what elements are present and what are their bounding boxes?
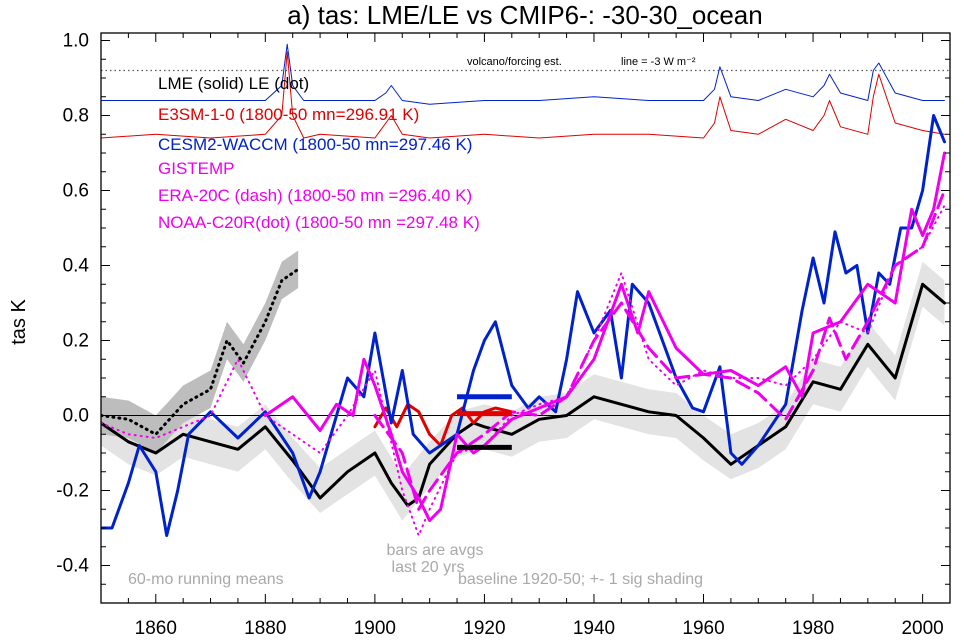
legend-entry: GISTEMP <box>158 159 235 178</box>
y-tick-label: 0.6 <box>63 181 89 202</box>
bars-note-line1: bars are avgs <box>387 542 484 559</box>
x-tick-label: 1980 <box>792 618 834 639</box>
legend-entry: ERA-20C (dash) (1800-50 mn =296.40 K) <box>158 186 472 205</box>
chart-title: a) tas: LME/LE vs CMIP6-: -30-30_ocean <box>287 0 762 30</box>
legend-entry: LME (solid) LE (dot) <box>158 74 309 93</box>
legend-entry: CESM2-WACCM (1800-50 mn=297.46 K) <box>158 135 472 154</box>
x-tick-label: 1920 <box>463 618 505 639</box>
baseline-note: baseline 1920-50; +- 1 sig shading <box>458 571 703 588</box>
y-tick-label: 0.8 <box>63 106 89 127</box>
y-tick-label: -0.2 <box>56 481 89 502</box>
shading-band-le <box>101 250 299 453</box>
y-tick-label: 1.0 <box>63 31 89 52</box>
x-tick-label: 1860 <box>135 618 177 639</box>
reference-lines <box>101 69 950 416</box>
shading-layer <box>101 250 945 521</box>
bars-note-line2: last 20 yrs <box>392 559 465 576</box>
average-bars <box>457 394 512 450</box>
x-tick-label: 1880 <box>244 618 286 639</box>
forcing-label: volcano/forcing est. <box>467 56 562 68</box>
x-tick-label: 2000 <box>901 618 943 639</box>
shading-band-lme <box>101 261 945 521</box>
x-tick-label: 1900 <box>354 618 396 639</box>
y-tick-label: 0.0 <box>63 406 89 427</box>
legend-entry: NOAA-C20R(dot) (1800-50 mn =297.48 K) <box>158 213 480 232</box>
series-line-era-20c <box>373 189 946 511</box>
series-layer <box>101 43 946 537</box>
series-line-le <box>101 267 300 436</box>
forcing-scale-label: line = -3 W m⁻² <box>621 56 696 68</box>
series-line-cesm2-waccm <box>101 114 946 537</box>
plot-frame <box>100 32 951 604</box>
series-line-lme <box>101 282 946 507</box>
y-axis-label: tas K <box>8 299 30 345</box>
axes: 1860 1880 1900 1920 1940 1960 1980 2000 -0.4 -0.2… <box>56 31 951 639</box>
y-tick-label: -0.4 <box>56 556 89 577</box>
y-tick-label: 0.2 <box>63 331 89 352</box>
series-line-cesm2-waccm-forcing <box>101 43 945 105</box>
y-tick-label: 0.4 <box>63 256 90 277</box>
x-tick-label: 1940 <box>573 618 615 639</box>
series-line-gistemp <box>263 151 946 522</box>
x-tick-label: 1960 <box>682 618 724 639</box>
legend: LME (solid) LE (dot) E3SM-1-0 (1800-50 m… <box>158 74 480 232</box>
running-means-note: 60-mo running means <box>128 571 284 588</box>
series-line-e3sm-1-0-forcing <box>101 51 945 139</box>
legend-entry: E3SM-1-0 (1800-50 mn=296.91 K) <box>158 105 419 124</box>
